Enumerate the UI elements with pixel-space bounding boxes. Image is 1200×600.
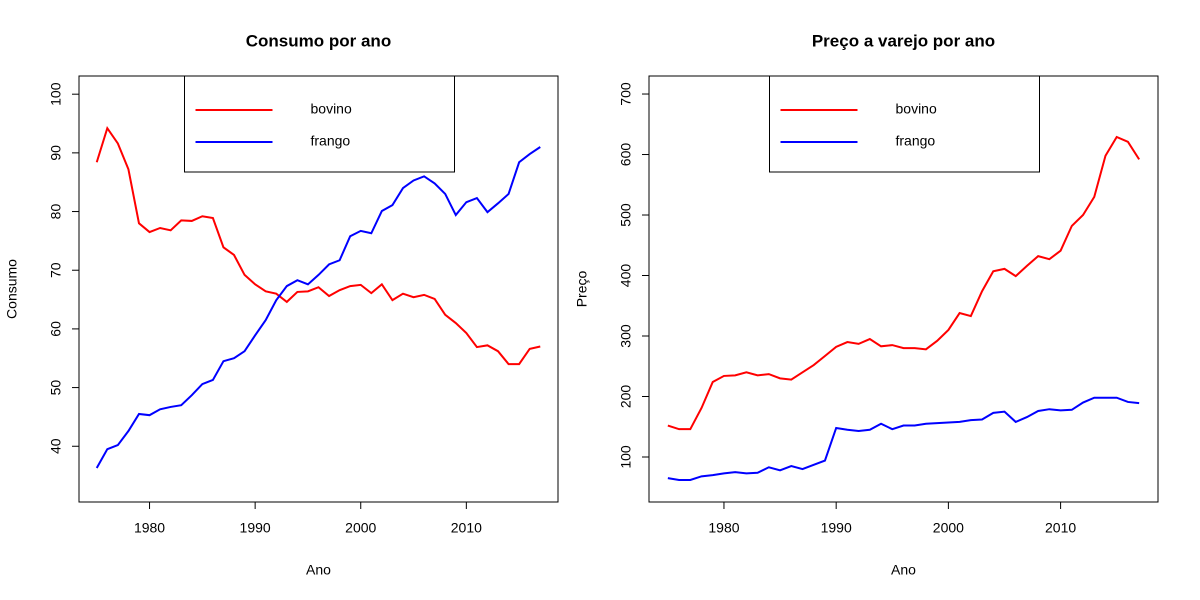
x-tick-label: 1980 — [708, 520, 739, 536]
chart-title: Preço a varejo por ano — [812, 31, 995, 50]
y-tick-label: 700 — [618, 82, 634, 106]
x-tick-label: 2000 — [933, 520, 964, 536]
y-tick-label: 60 — [48, 321, 64, 337]
x-tick-label: 1990 — [821, 520, 852, 536]
y-tick-label: 90 — [48, 145, 64, 161]
x-tick-label: 2000 — [345, 520, 376, 536]
y-tick-label: 600 — [618, 143, 634, 167]
chart-title: Consumo por ano — [246, 31, 391, 50]
y-tick-label: 50 — [48, 380, 64, 396]
y-tick-label: 200 — [618, 385, 634, 409]
x-axis-label: Ano — [306, 562, 331, 578]
data-line — [667, 135, 1140, 431]
y-tick-label: 70 — [48, 262, 64, 278]
legend-box — [184, 75, 455, 173]
x-axis-label: Ano — [891, 562, 916, 578]
x-tick-label: 1980 — [134, 520, 165, 536]
x-tick-label: 1990 — [240, 520, 271, 536]
legend-label: frango — [896, 133, 936, 149]
legend-label: frango — [311, 133, 351, 149]
y-axis-label: Preço — [574, 271, 590, 308]
legend-label: bovino — [896, 101, 937, 117]
y-tick-label: 100 — [48, 82, 64, 106]
x-tick-label: 2010 — [1045, 520, 1076, 536]
x-tick-label: 2010 — [451, 520, 482, 536]
y-tick-label: 40 — [48, 438, 64, 454]
data-line — [667, 396, 1140, 481]
data-line — [95, 146, 541, 469]
data-line — [95, 125, 541, 366]
y-tick-label: 100 — [618, 445, 634, 469]
y-tick-label: 400 — [618, 264, 634, 288]
y-tick-label: 300 — [618, 324, 634, 348]
y-tick-label: 80 — [48, 204, 64, 220]
y-tick-label: 500 — [618, 203, 634, 227]
legend-box — [769, 75, 1040, 173]
legend-label: bovino — [311, 101, 352, 117]
y-axis-label: Consumo — [4, 259, 20, 319]
